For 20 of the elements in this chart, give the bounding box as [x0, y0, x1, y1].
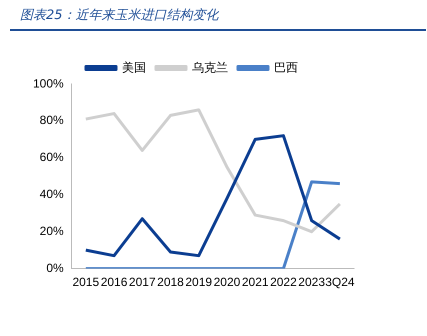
chart-title: 图表25：近年来玉米进口结构变化	[20, 7, 219, 24]
x-tick-label: 3Q24	[325, 275, 355, 290]
x-tick-label: 2023	[298, 275, 326, 290]
x-tick-label: 2018	[157, 275, 184, 290]
x-tick-label: 2016	[100, 275, 128, 290]
legend-label: 巴西	[274, 60, 298, 74]
y-tick-label: 80%	[40, 113, 64, 128]
y-tick-label: 0%	[46, 260, 64, 275]
x-tick-label: 2021	[242, 275, 269, 290]
x-tick-label: 2017	[128, 275, 156, 290]
x-tick-label: 2015	[72, 275, 100, 290]
legend-label: 美国	[122, 60, 146, 74]
x-tick-label: 2022	[270, 275, 298, 290]
x-tick-label: 2019	[185, 275, 212, 290]
legend-label: 乌克兰	[192, 60, 228, 74]
y-tick-label: 20%	[40, 224, 64, 238]
y-tick-label: 60%	[40, 150, 64, 164]
y-tick-label: 100%	[32, 76, 64, 90]
x-tick-label: 2020	[214, 275, 241, 290]
y-tick-label: 40%	[40, 187, 64, 202]
